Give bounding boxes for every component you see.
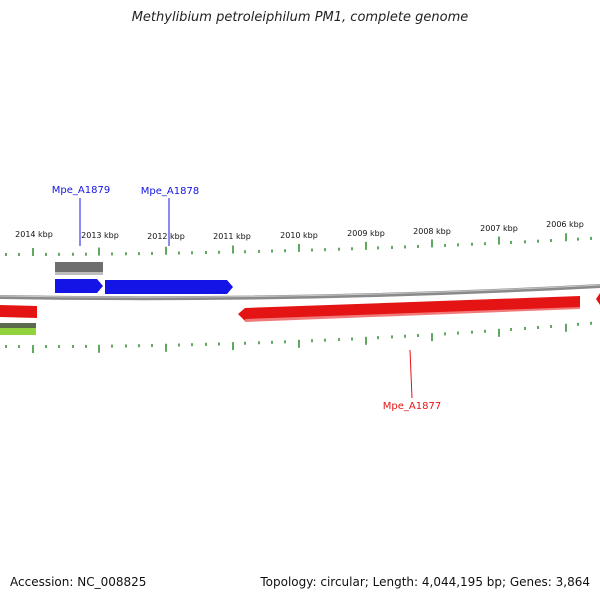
ruler-labels: 2014 kbp 2013 kbp 2012 kbp 2011 kbp 2010 kbp… — [15, 220, 584, 241]
other-feature[interactable] — [0, 328, 36, 335]
label-connector-mpe-a1877 — [409, 349, 413, 399]
ruler-label: 2009 kbp — [347, 229, 385, 238]
gene-right-reverse[interactable] — [596, 293, 600, 305]
gene-mpe-a1877[interactable] — [238, 296, 580, 321]
genome-backbone-highlight — [0, 284, 600, 298]
genome-backbone — [0, 284, 600, 301]
gene-mpe-a1878[interactable] — [105, 280, 233, 294]
gene-label-mpe-a1879[interactable]: Mpe_A1879 — [52, 185, 110, 196]
gene-label-mpe-a1878[interactable]: Mpe_A1878 — [141, 186, 199, 197]
ruler-label: 2011 kbp — [213, 232, 251, 241]
rna-feature-shadow — [55, 272, 103, 275]
gene-mpe-a1879[interactable] — [55, 279, 103, 293]
ruler-label: 2014 kbp — [15, 230, 53, 239]
ruler-label: 2006 kbp — [546, 220, 584, 229]
rna-feature[interactable] — [55, 262, 103, 274]
map-title: Methylibium petroleiphilum PM1, complete… — [131, 10, 469, 25]
gene-label-mpe-a1877[interactable]: Mpe_A1877 — [383, 401, 441, 412]
ruler-ticks-bottom — [5, 321, 592, 354]
genome-summary: Topology: circular; Length: 4,044,195 bp… — [260, 575, 590, 589]
gene-left-reverse[interactable] — [0, 305, 37, 318]
ruler-label: 2008 kbp — [413, 227, 451, 236]
ruler-label: 2013 kbp — [81, 231, 119, 240]
ruler-label: 2012 kbp — [147, 232, 185, 241]
ruler-label: 2010 kbp — [280, 231, 318, 240]
ruler-ticks-top — [5, 233, 592, 256]
ruler-label: 2007 kbp — [480, 224, 518, 233]
accession-label: Accession: NC_008825 — [10, 575, 147, 589]
gene-mpe-a1877-shadow — [245, 307, 580, 322]
other-feature-dark — [0, 323, 36, 328]
